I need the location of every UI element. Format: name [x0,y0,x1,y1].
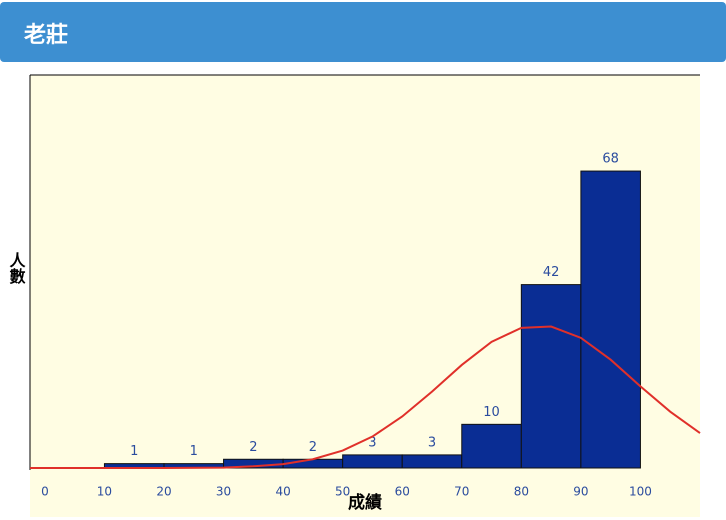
bar [580,170,641,469]
value-label: 3 [428,435,436,450]
bar [461,423,522,469]
y-axis-label: 人數 [7,252,26,285]
x-tick-label: 90 [573,485,588,499]
x-tick-label: 30 [216,485,231,499]
bar [401,454,463,469]
value-label: 42 [543,265,560,280]
x-tick-label: 70 [454,485,469,499]
header-bar: 老莊 [0,2,726,62]
x-tick-label: 10 [97,485,112,499]
x-tick-label: 100 [629,485,652,499]
bar [342,454,403,469]
header-title: 老莊 [24,23,69,48]
value-label: 2 [309,440,317,455]
x-tick-label: 50 [335,485,350,499]
normal-curve [30,325,701,469]
value-label: 10 [483,405,500,420]
x-tick-label: 40 [275,485,290,499]
x-tick-label: 20 [156,485,171,499]
x-tick-label: 0 [41,485,49,499]
value-label: 2 [249,440,257,455]
x-axis-label: 成績 [348,492,382,513]
value-label: 1 [130,444,138,459]
bar [520,284,582,469]
value-label: 68 [602,152,619,167]
x-tick-label: 80 [514,485,529,499]
value-label: 3 [368,435,376,450]
x-tick-label: 60 [395,485,410,499]
value-label: 1 [190,444,198,459]
